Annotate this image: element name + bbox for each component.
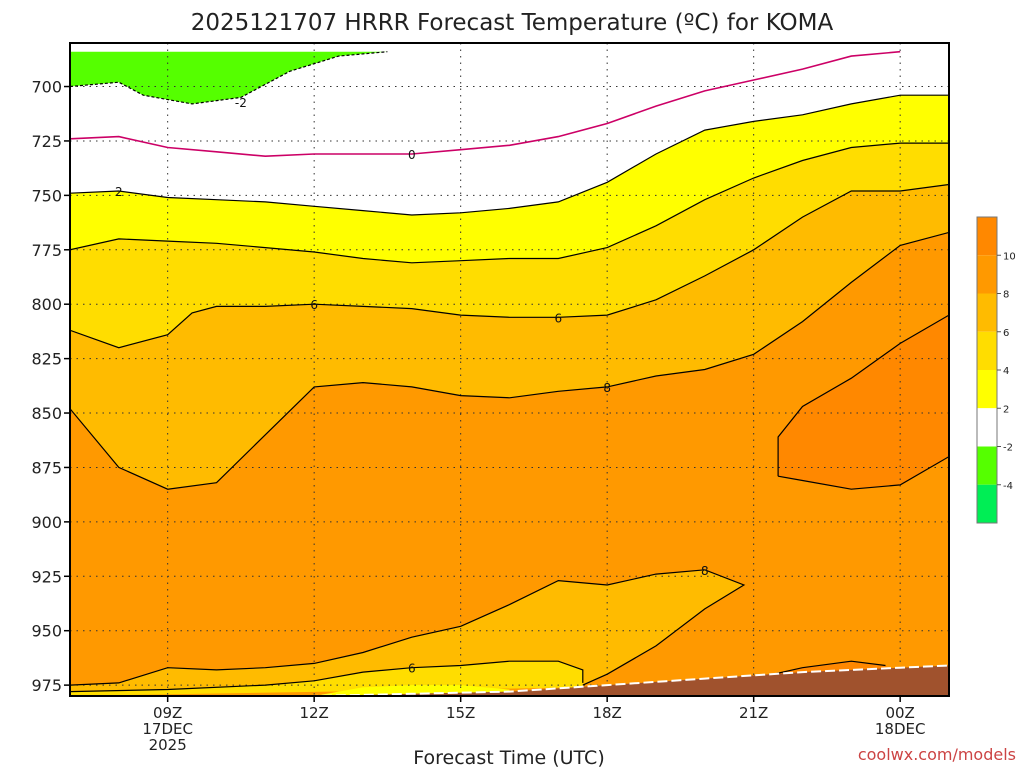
contour-eight xyxy=(70,231,949,490)
x-tick-label: 12Z xyxy=(299,704,328,722)
contour-label: -2 xyxy=(235,96,247,110)
plot-frame xyxy=(69,42,950,697)
x-axis-title: Forecast Time (UTC) xyxy=(413,747,604,768)
ground-edge xyxy=(269,664,949,696)
contour-lines xyxy=(70,50,949,693)
plot-area: -2 0 2 6 6 8 8 6 xyxy=(70,43,949,696)
y-tick-label: 775 xyxy=(31,241,62,260)
contour-ten xyxy=(777,314,949,477)
x-tick-label: 18DEC xyxy=(875,720,926,738)
colorbar-bin xyxy=(977,293,997,332)
contour-label: 6 xyxy=(310,298,318,312)
colorbar-tick-label: 6 xyxy=(1003,328,1009,339)
contour-ten-b xyxy=(777,456,949,490)
x-tick-label: 17DEC xyxy=(142,720,193,738)
temperature-fill-bands xyxy=(70,43,949,696)
colorbar-bin xyxy=(977,446,997,485)
contour-label: 8 xyxy=(603,381,611,395)
patch-2 xyxy=(70,569,744,692)
contour-label: 2 xyxy=(115,185,123,199)
contour-labels: -2 0 2 6 6 8 8 6 xyxy=(115,96,709,676)
patch-0 xyxy=(778,315,949,490)
ground-layer xyxy=(269,664,949,696)
x-tick-label: 09Z xyxy=(153,704,182,722)
contour-label: 8 xyxy=(701,564,709,578)
y-tick-label: 800 xyxy=(31,295,62,314)
y-tick-label: 925 xyxy=(31,567,62,586)
y-tick-label: 825 xyxy=(31,350,62,369)
y-tick-label: 725 xyxy=(31,132,62,151)
x-tick-label: 18Z xyxy=(592,704,621,722)
band-green xyxy=(70,51,388,104)
contour-zero xyxy=(70,50,901,158)
y-tick-label: 950 xyxy=(31,622,62,641)
colorbar-tick-label: 8 xyxy=(1003,290,1009,301)
colorbar-tick-label: -4 xyxy=(1003,481,1013,492)
colorbar-tick-label: 10 xyxy=(1003,251,1016,262)
y-tick-label: 700 xyxy=(31,78,62,97)
colorbar-bin xyxy=(977,370,997,409)
y-axis-ticks: 700 725 750 775 800 825 850 875 900 925 950 975 xyxy=(31,78,70,695)
y-tick-label: 975 xyxy=(31,676,62,695)
y-tick-label: 850 xyxy=(31,404,62,423)
contour-four xyxy=(70,142,949,264)
contour-label: 6 xyxy=(555,311,563,325)
x-tick-label: 2025 xyxy=(149,736,187,754)
colorbar-bin xyxy=(977,331,997,370)
colorbar-bin xyxy=(977,408,997,447)
credit-text: coolwx.com/models xyxy=(858,745,1016,764)
contour-eight-low xyxy=(70,569,746,686)
y-tick-label: 750 xyxy=(31,186,62,205)
x-tick-label: 15Z xyxy=(446,704,475,722)
x-tick-label: 21Z xyxy=(739,704,768,722)
colorbar-tick-label: -2 xyxy=(1003,443,1013,454)
contour-six xyxy=(70,183,949,349)
chart-title: 2025121707 HRRR Forecast Temperature (ºC… xyxy=(191,10,834,36)
colorbar-tick-label: 4 xyxy=(1003,366,1009,377)
contour-six-low xyxy=(70,660,584,693)
gridlines xyxy=(70,43,949,696)
colorbar-bin xyxy=(977,217,997,256)
colorbar-tick-label: 2 xyxy=(1003,404,1009,415)
colorbar-bin xyxy=(977,484,997,523)
contour-minus-two xyxy=(70,51,388,105)
contour-label: 0 xyxy=(408,148,416,162)
contour-two xyxy=(70,94,949,216)
x-tick-label: 00Z xyxy=(885,704,914,722)
y-tick-label: 900 xyxy=(31,513,62,532)
colorbar: 10 8 6 4 2 -2 -4 xyxy=(976,216,1016,524)
colorbar-bin xyxy=(977,255,997,294)
y-tick-label: 875 xyxy=(31,458,62,477)
contour-label: 6 xyxy=(408,662,416,676)
